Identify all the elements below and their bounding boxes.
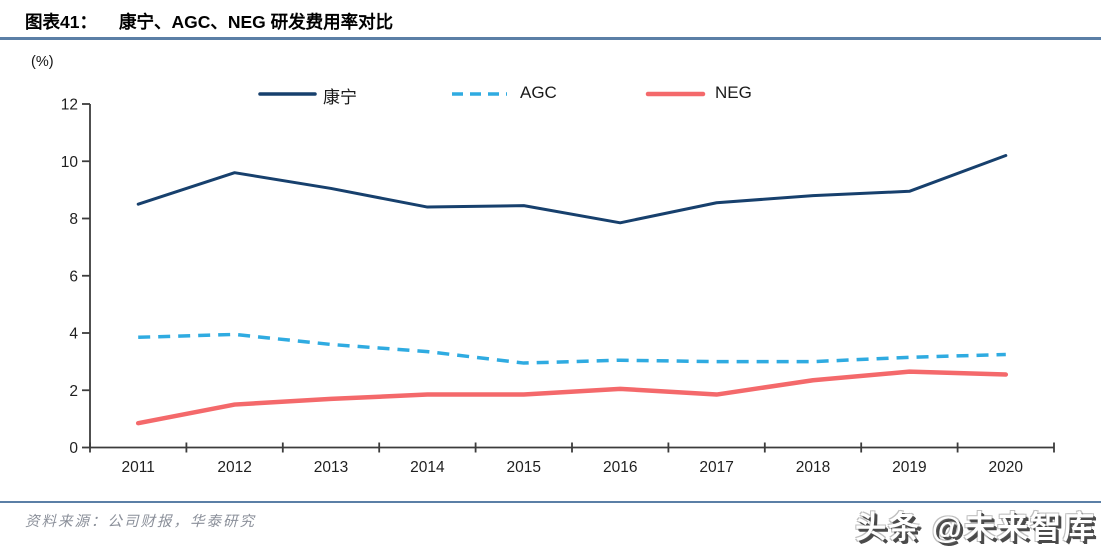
series-line-2 [135, 369, 1009, 426]
x-tick-label: 2019 [892, 459, 926, 476]
y-tick-label: 8 [69, 211, 78, 228]
source-note: 资料来源：公司财报，华泰研究 [25, 514, 256, 530]
x-tick-label: 2016 [603, 459, 637, 476]
figure-title: 康宁、AGC、NEG 研发费用率对比 [118, 12, 394, 32]
x-tick-label: 2012 [217, 459, 251, 476]
y-tick-label: 0 [69, 440, 78, 457]
x-tick-label: 2017 [699, 459, 733, 476]
y-tick-label: 2 [69, 383, 78, 400]
y-tick-label: 6 [69, 268, 78, 285]
watermark: 头条 @未来智库 [855, 510, 1096, 545]
figure-title-row: 图表41： 康宁、AGC、NEG 研发费用率对比 [25, 9, 393, 34]
x-tick-label: 2018 [796, 459, 830, 476]
x-tick-label: 2011 [122, 459, 155, 476]
x-tick-label: 2013 [314, 459, 348, 476]
legend-label-neg: NEG [715, 83, 752, 102]
x-tick-label: 2015 [507, 459, 541, 476]
y-axis-unit-label: (%) [31, 54, 54, 70]
legend-label-agc: AGC [520, 83, 557, 102]
legend-label-corning: 康宁 [323, 88, 357, 107]
y-tick-label: 10 [61, 154, 79, 171]
x-tick-label: 2014 [410, 459, 445, 476]
title-divider [0, 37, 1101, 40]
x-tick-label: 2020 [989, 459, 1024, 476]
series-line-1 [138, 332, 1006, 365]
line-chart: 0 2 4 6 8 10 12 2011 2012 2013 2014 2015 2016 2017 201… [61, 91, 1055, 476]
y-tick-label: 4 [69, 326, 78, 343]
footer-divider [0, 501, 1101, 503]
series-line-0 [136, 154, 1008, 225]
figure-label: 图表41： [25, 12, 97, 32]
y-tick-label: 12 [61, 97, 78, 114]
